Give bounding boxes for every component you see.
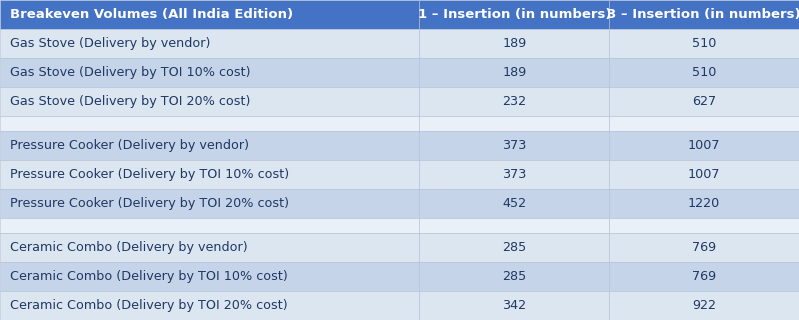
Text: Breakeven Volumes (All India Edition): Breakeven Volumes (All India Edition) <box>10 8 292 21</box>
Text: 3 – Insertion (in numbers): 3 – Insertion (in numbers) <box>607 8 799 21</box>
Text: 1007: 1007 <box>688 139 721 152</box>
Bar <box>609 58 799 87</box>
Bar <box>0 218 419 233</box>
Text: 769: 769 <box>692 241 716 254</box>
Text: 285: 285 <box>503 270 527 283</box>
Bar <box>419 87 609 116</box>
Bar <box>609 233 799 262</box>
Bar <box>609 0 799 29</box>
Bar <box>419 0 609 29</box>
Bar <box>0 160 419 189</box>
Bar <box>0 29 419 58</box>
Bar <box>609 29 799 58</box>
Bar <box>419 58 609 87</box>
Bar <box>0 0 419 29</box>
Text: 373: 373 <box>502 139 527 152</box>
Text: Pressure Cooker (Delivery by vendor): Pressure Cooker (Delivery by vendor) <box>10 139 248 152</box>
Text: Gas Stove (Delivery by TOI 20% cost): Gas Stove (Delivery by TOI 20% cost) <box>10 95 250 108</box>
Text: 1 – Insertion (in numbers): 1 – Insertion (in numbers) <box>418 8 611 21</box>
Bar <box>419 291 609 320</box>
Text: 510: 510 <box>692 37 717 50</box>
Bar <box>419 189 609 218</box>
Text: Pressure Cooker (Delivery by TOI 20% cost): Pressure Cooker (Delivery by TOI 20% cos… <box>10 197 288 210</box>
Text: 285: 285 <box>503 241 527 254</box>
Bar <box>609 189 799 218</box>
Bar <box>0 189 419 218</box>
Text: 189: 189 <box>503 66 527 79</box>
Bar <box>419 116 609 131</box>
Text: Ceramic Combo (Delivery by TOI 10% cost): Ceramic Combo (Delivery by TOI 10% cost) <box>10 270 288 283</box>
Text: 1007: 1007 <box>688 168 721 181</box>
Text: 232: 232 <box>503 95 527 108</box>
Text: Gas Stove (Delivery by vendor): Gas Stove (Delivery by vendor) <box>10 37 210 50</box>
Bar <box>419 131 609 160</box>
Bar <box>0 233 419 262</box>
Text: Gas Stove (Delivery by TOI 10% cost): Gas Stove (Delivery by TOI 10% cost) <box>10 66 250 79</box>
Bar <box>0 58 419 87</box>
Bar <box>0 131 419 160</box>
Text: 769: 769 <box>692 270 716 283</box>
Bar <box>419 233 609 262</box>
Bar <box>0 262 419 291</box>
Bar <box>609 160 799 189</box>
Bar <box>419 218 609 233</box>
Text: 627: 627 <box>692 95 716 108</box>
Text: Ceramic Combo (Delivery by TOI 20% cost): Ceramic Combo (Delivery by TOI 20% cost) <box>10 299 287 312</box>
Bar <box>0 116 419 131</box>
Bar <box>609 218 799 233</box>
Bar <box>419 160 609 189</box>
Bar <box>0 291 419 320</box>
Text: 1220: 1220 <box>688 197 720 210</box>
Text: 452: 452 <box>503 197 527 210</box>
Text: 189: 189 <box>503 37 527 50</box>
Bar <box>419 262 609 291</box>
Bar <box>609 262 799 291</box>
Text: 922: 922 <box>692 299 716 312</box>
Bar <box>419 29 609 58</box>
Bar <box>609 87 799 116</box>
Text: 510: 510 <box>692 66 717 79</box>
Text: 342: 342 <box>503 299 527 312</box>
Text: 373: 373 <box>502 168 527 181</box>
Bar <box>609 131 799 160</box>
Bar <box>609 116 799 131</box>
Text: Ceramic Combo (Delivery by vendor): Ceramic Combo (Delivery by vendor) <box>10 241 247 254</box>
Bar <box>609 291 799 320</box>
Text: Pressure Cooker (Delivery by TOI 10% cost): Pressure Cooker (Delivery by TOI 10% cos… <box>10 168 288 181</box>
Bar <box>0 87 419 116</box>
